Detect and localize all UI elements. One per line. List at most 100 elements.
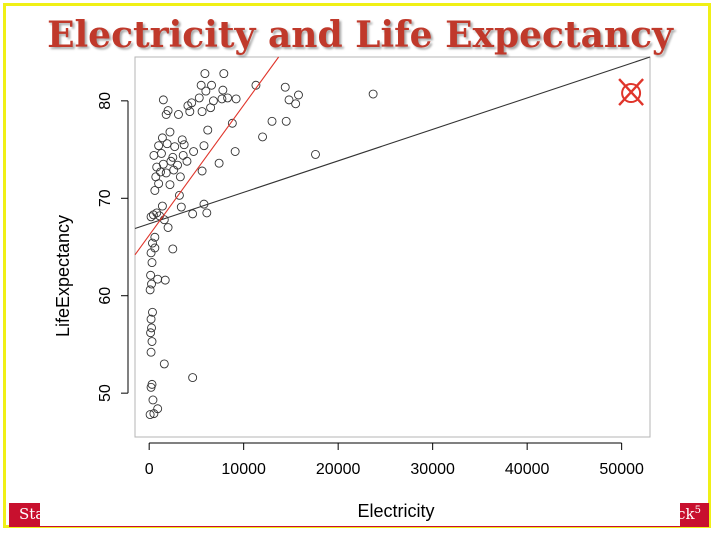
data-point [214, 158, 224, 168]
data-point [174, 190, 184, 200]
data-point [176, 202, 186, 212]
data-point [223, 93, 233, 103]
data-point [230, 147, 240, 156]
data-point [148, 238, 157, 248]
data-point [202, 208, 212, 218]
data-point [280, 82, 290, 92]
data-point [175, 172, 185, 182]
data-point [145, 410, 155, 420]
x-tick-label: 30000 [410, 461, 455, 478]
data-point [203, 125, 213, 135]
data-point [231, 94, 241, 104]
y-tick-label: 50 [97, 384, 114, 402]
data-point [188, 209, 198, 219]
data-point [157, 133, 167, 143]
data-point [197, 166, 207, 176]
data-point [294, 90, 303, 100]
data-point [189, 147, 199, 156]
data-point [162, 139, 172, 149]
data-point [196, 80, 206, 90]
data-point [168, 244, 178, 254]
data-point [146, 270, 156, 280]
data-point [148, 307, 157, 317]
data-point [207, 80, 216, 90]
y-tick-label: 60 [97, 287, 114, 305]
data-point [311, 149, 320, 159]
data-point [170, 142, 180, 152]
data-point [147, 337, 157, 346]
data-point [183, 101, 193, 111]
data-point [146, 328, 156, 338]
x-tick-label: 20000 [316, 461, 361, 478]
fit-black-line [134, 56, 651, 230]
outlier-marker-layer [618, 78, 644, 106]
data-point [157, 201, 167, 211]
data-point [165, 180, 175, 190]
fit-red-line [134, 56, 280, 256]
data-point [168, 152, 178, 162]
scatter-chart: 0 10000 20000 30000 40000 50000 50 60 70 80 Elect… [40, 40, 680, 526]
x-tick-label: 40000 [505, 461, 550, 478]
data-point [219, 69, 229, 79]
data-point [208, 96, 218, 106]
data-point [146, 347, 156, 357]
data-point [145, 285, 155, 295]
data-point [146, 212, 156, 222]
data-point [165, 127, 175, 137]
data-point [152, 208, 162, 218]
footer-right-superscript: 5 [694, 505, 701, 516]
data-point [158, 95, 168, 105]
data-point [368, 89, 378, 99]
y-tick-label: 80 [97, 92, 114, 110]
scatter-plot-svg: 0 10000 20000 30000 40000 50000 50 60 70 80 Elect… [53, 56, 651, 521]
data-point [149, 150, 159, 160]
data-point [153, 404, 163, 414]
data-point [160, 275, 170, 285]
axes-layer: 0 10000 20000 30000 40000 50000 50 60 70 80 [97, 92, 644, 478]
outlier-circle [621, 83, 642, 104]
data-point [163, 223, 173, 232]
data-point [201, 86, 211, 96]
data-point [281, 116, 291, 126]
data-point [200, 69, 210, 79]
data-point [182, 156, 192, 166]
data-point [188, 373, 198, 383]
points-layer [145, 69, 378, 420]
data-point [150, 243, 160, 253]
data-point [199, 141, 209, 151]
data-point [151, 172, 161, 182]
y-axis-label: LifeExpectancy [53, 215, 73, 337]
x-tick-label: 50000 [599, 461, 644, 478]
data-point [157, 149, 166, 158]
data-point [218, 85, 228, 95]
data-point [150, 186, 160, 195]
data-point [159, 359, 169, 369]
data-point [178, 150, 188, 160]
data-point [227, 118, 237, 128]
x-tick-label: 0 [145, 461, 154, 478]
data-point [179, 140, 189, 150]
data-point [161, 168, 171, 178]
data-point [174, 110, 183, 119]
data-point [163, 106, 173, 116]
fit-lines-layer [134, 56, 651, 256]
data-point [194, 93, 204, 103]
x-axis-label: Electricity [357, 501, 434, 521]
data-point [154, 141, 164, 151]
data-point [251, 80, 261, 90]
data-point [150, 232, 160, 242]
data-point [258, 132, 268, 142]
data-point [147, 323, 156, 333]
outlier-cross-b [618, 78, 644, 106]
plot-frame [134, 56, 651, 438]
data-point [284, 95, 294, 105]
data-point [291, 99, 301, 109]
data-point [147, 379, 157, 389]
data-point [147, 258, 157, 268]
x-tick-label: 10000 [221, 461, 266, 478]
y-tick-label: 70 [97, 189, 114, 207]
data-point [158, 159, 168, 169]
data-point [217, 94, 227, 104]
data-point [146, 314, 156, 324]
data-point [147, 279, 156, 289]
